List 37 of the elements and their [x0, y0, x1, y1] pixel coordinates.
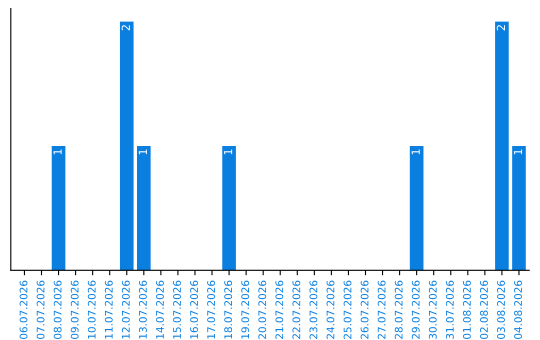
data-label: 1 — [412, 149, 420, 154]
data-label: 1 — [54, 149, 62, 154]
x-tick-label: 11.07.2026 — [104, 280, 113, 339]
x-tick-label: 12.07.2026 — [122, 280, 130, 339]
x-tick-label: 23.07.2026 — [309, 280, 318, 339]
x-tick-label: 17.07.2026 — [207, 280, 216, 339]
x-tick-label: 16.07.2026 — [190, 280, 198, 339]
x-tick-label: 03.08.2026 — [497, 280, 505, 339]
x-tick-label: 13.07.2026 — [138, 280, 147, 339]
x-tick-label: 14.07.2026 — [156, 280, 164, 339]
x-tick-label: 28.07.2026 — [394, 280, 403, 339]
x-tick-label: 24.07.2026 — [326, 280, 334, 339]
x-tick-label: 29.07.2026 — [412, 280, 420, 339]
data-label: 1 — [514, 149, 522, 154]
x-tick-label: 04.08.2026 — [514, 280, 522, 339]
x-tick-label: 01.08.2026 — [462, 280, 471, 339]
x-tick-label: 15.07.2026 — [173, 280, 181, 339]
x-tick-label: 30.07.2026 — [428, 280, 437, 339]
x-tick-label: 07.07.2026 — [36, 280, 45, 339]
data-label: 1 — [138, 149, 147, 154]
x-tick-label: 25.07.2026 — [344, 280, 352, 339]
x-tick-label: 19.07.2026 — [241, 280, 250, 339]
x-tick-label: 09.07.2026 — [70, 280, 79, 339]
x-tick-label: 10.07.2026 — [88, 280, 96, 339]
x-tick-label: 27.07.2026 — [378, 280, 386, 339]
data-label: 2 — [122, 25, 130, 30]
x-tick-label: 26.07.2026 — [360, 280, 369, 339]
x-tick-label: 18.07.2026 — [224, 280, 232, 339]
x-tick-label: 22.07.2026 — [292, 280, 300, 339]
x-tick-label: 06.07.2026 — [20, 280, 28, 339]
x-tick-label: 31.07.2026 — [446, 280, 454, 339]
x-tick-label: 20.07.2026 — [258, 280, 266, 339]
data-label: 1 — [224, 149, 232, 154]
x-tick-label: 21.07.2026 — [275, 280, 284, 339]
data-label: 2 — [496, 25, 505, 30]
x-tick-label: 02.08.2026 — [480, 280, 488, 339]
x-tick-label: 08.07.2026 — [54, 280, 62, 339]
